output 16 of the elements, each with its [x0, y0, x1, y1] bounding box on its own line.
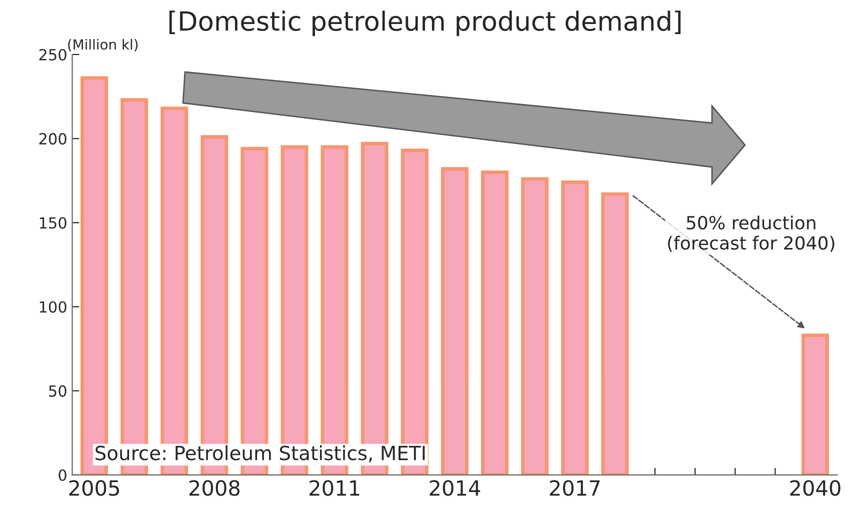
x-tick-label: 2017 — [550, 480, 600, 496]
annotation: Source: Petroleum Statistics, METI — [96, 445, 425, 462]
y-tick-label: 150 — [40, 217, 66, 229]
annotation: 50% reduction (forecast for 2040) — [668, 216, 834, 252]
x-tick-label: 2040 — [790, 480, 840, 496]
y-tick-label: 200 — [39, 133, 66, 145]
y-tick-label: 250 — [39, 48, 66, 61]
chart-title: [Domestic petroleum product demand] — [169, 10, 681, 36]
y-tick-label: 50 — [49, 385, 66, 397]
y-tick-label: 0 — [58, 469, 66, 481]
x-tick-label: 2005 — [69, 480, 119, 496]
y-tick-label: 100 — [40, 301, 66, 313]
y-axis-title: (Million kl) — [68, 38, 138, 52]
x-tick-label: 2008 — [189, 480, 240, 496]
x-tick-label: 2014 — [430, 480, 480, 496]
x-tick-label: 2011 — [310, 480, 360, 496]
